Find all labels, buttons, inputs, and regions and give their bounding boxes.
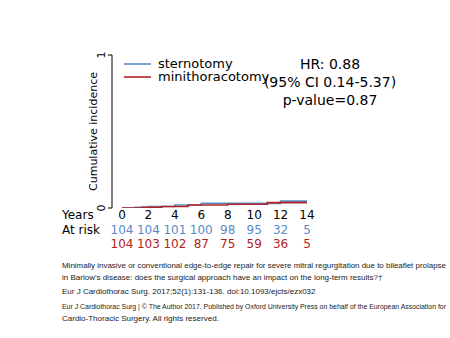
x-tick-label: 6	[197, 208, 205, 222]
x-tick-label: 4	[171, 208, 179, 222]
y-axis	[112, 55, 113, 208]
at-risk-number: 104	[111, 223, 134, 237]
x-tick-label: 2	[145, 208, 153, 222]
plot-area	[122, 201, 307, 208]
at-risk-number: 104	[111, 237, 134, 251]
series-line	[122, 201, 307, 208]
x-tick-label: 12	[273, 208, 288, 222]
annotation: p-value=0.87	[283, 92, 378, 108]
legend-swatch	[124, 76, 151, 78]
y-tick-label: 0	[95, 205, 108, 212]
y-tick-label: 1	[95, 52, 108, 59]
x-tick-label: 10	[247, 208, 262, 222]
x-tick-label: 0	[118, 208, 126, 222]
at-risk-number: 98	[220, 223, 235, 237]
y-tick	[108, 208, 112, 209]
at-risk-label: At risk	[62, 223, 100, 237]
caption-line: Minimally invasive or conventional edge-…	[62, 261, 447, 270]
at-risk-number: 95	[247, 223, 262, 237]
x-tick-label: 14	[299, 208, 314, 222]
at-risk-number: 100	[190, 223, 213, 237]
x-axis-label: Years	[61, 208, 94, 222]
legend-label: minithoracotomy	[158, 69, 270, 84]
at-risk-number: 104	[137, 223, 160, 237]
figure: 01Cumulative incidencesternotomyminithor…	[0, 0, 450, 338]
at-risk-number: 87	[194, 237, 209, 251]
at-risk-number: 32	[273, 223, 288, 237]
at-risk-number: 5	[303, 237, 311, 251]
caption-line: Cardio-Thoracic Surgery. All rights rese…	[62, 314, 219, 323]
caption-line: Eur J Cardiothorac Surg | © The Author 2…	[62, 302, 446, 311]
y-tick	[108, 55, 112, 56]
x-tick-label: 8	[224, 208, 232, 222]
at-risk-number: 103	[137, 237, 160, 251]
at-risk-number: 102	[163, 237, 186, 251]
caption-line: Eur J Cardiothorac Surg. 2017;52(1):131-…	[62, 287, 316, 296]
at-risk-number: 75	[220, 237, 235, 251]
caption-line: in Barlow's disease: does the surgical a…	[62, 273, 382, 282]
annotation: HR: 0.88	[300, 56, 360, 72]
annotation: (95% CI 0.14-5.37)	[264, 74, 396, 90]
at-risk-number: 36	[273, 237, 288, 251]
at-risk-number: 59	[247, 237, 262, 251]
y-axis-label: Cumulative incidence	[87, 72, 100, 191]
legend-swatch	[124, 63, 151, 65]
at-risk-number: 5	[303, 223, 311, 237]
at-risk-number: 101	[163, 223, 186, 237]
